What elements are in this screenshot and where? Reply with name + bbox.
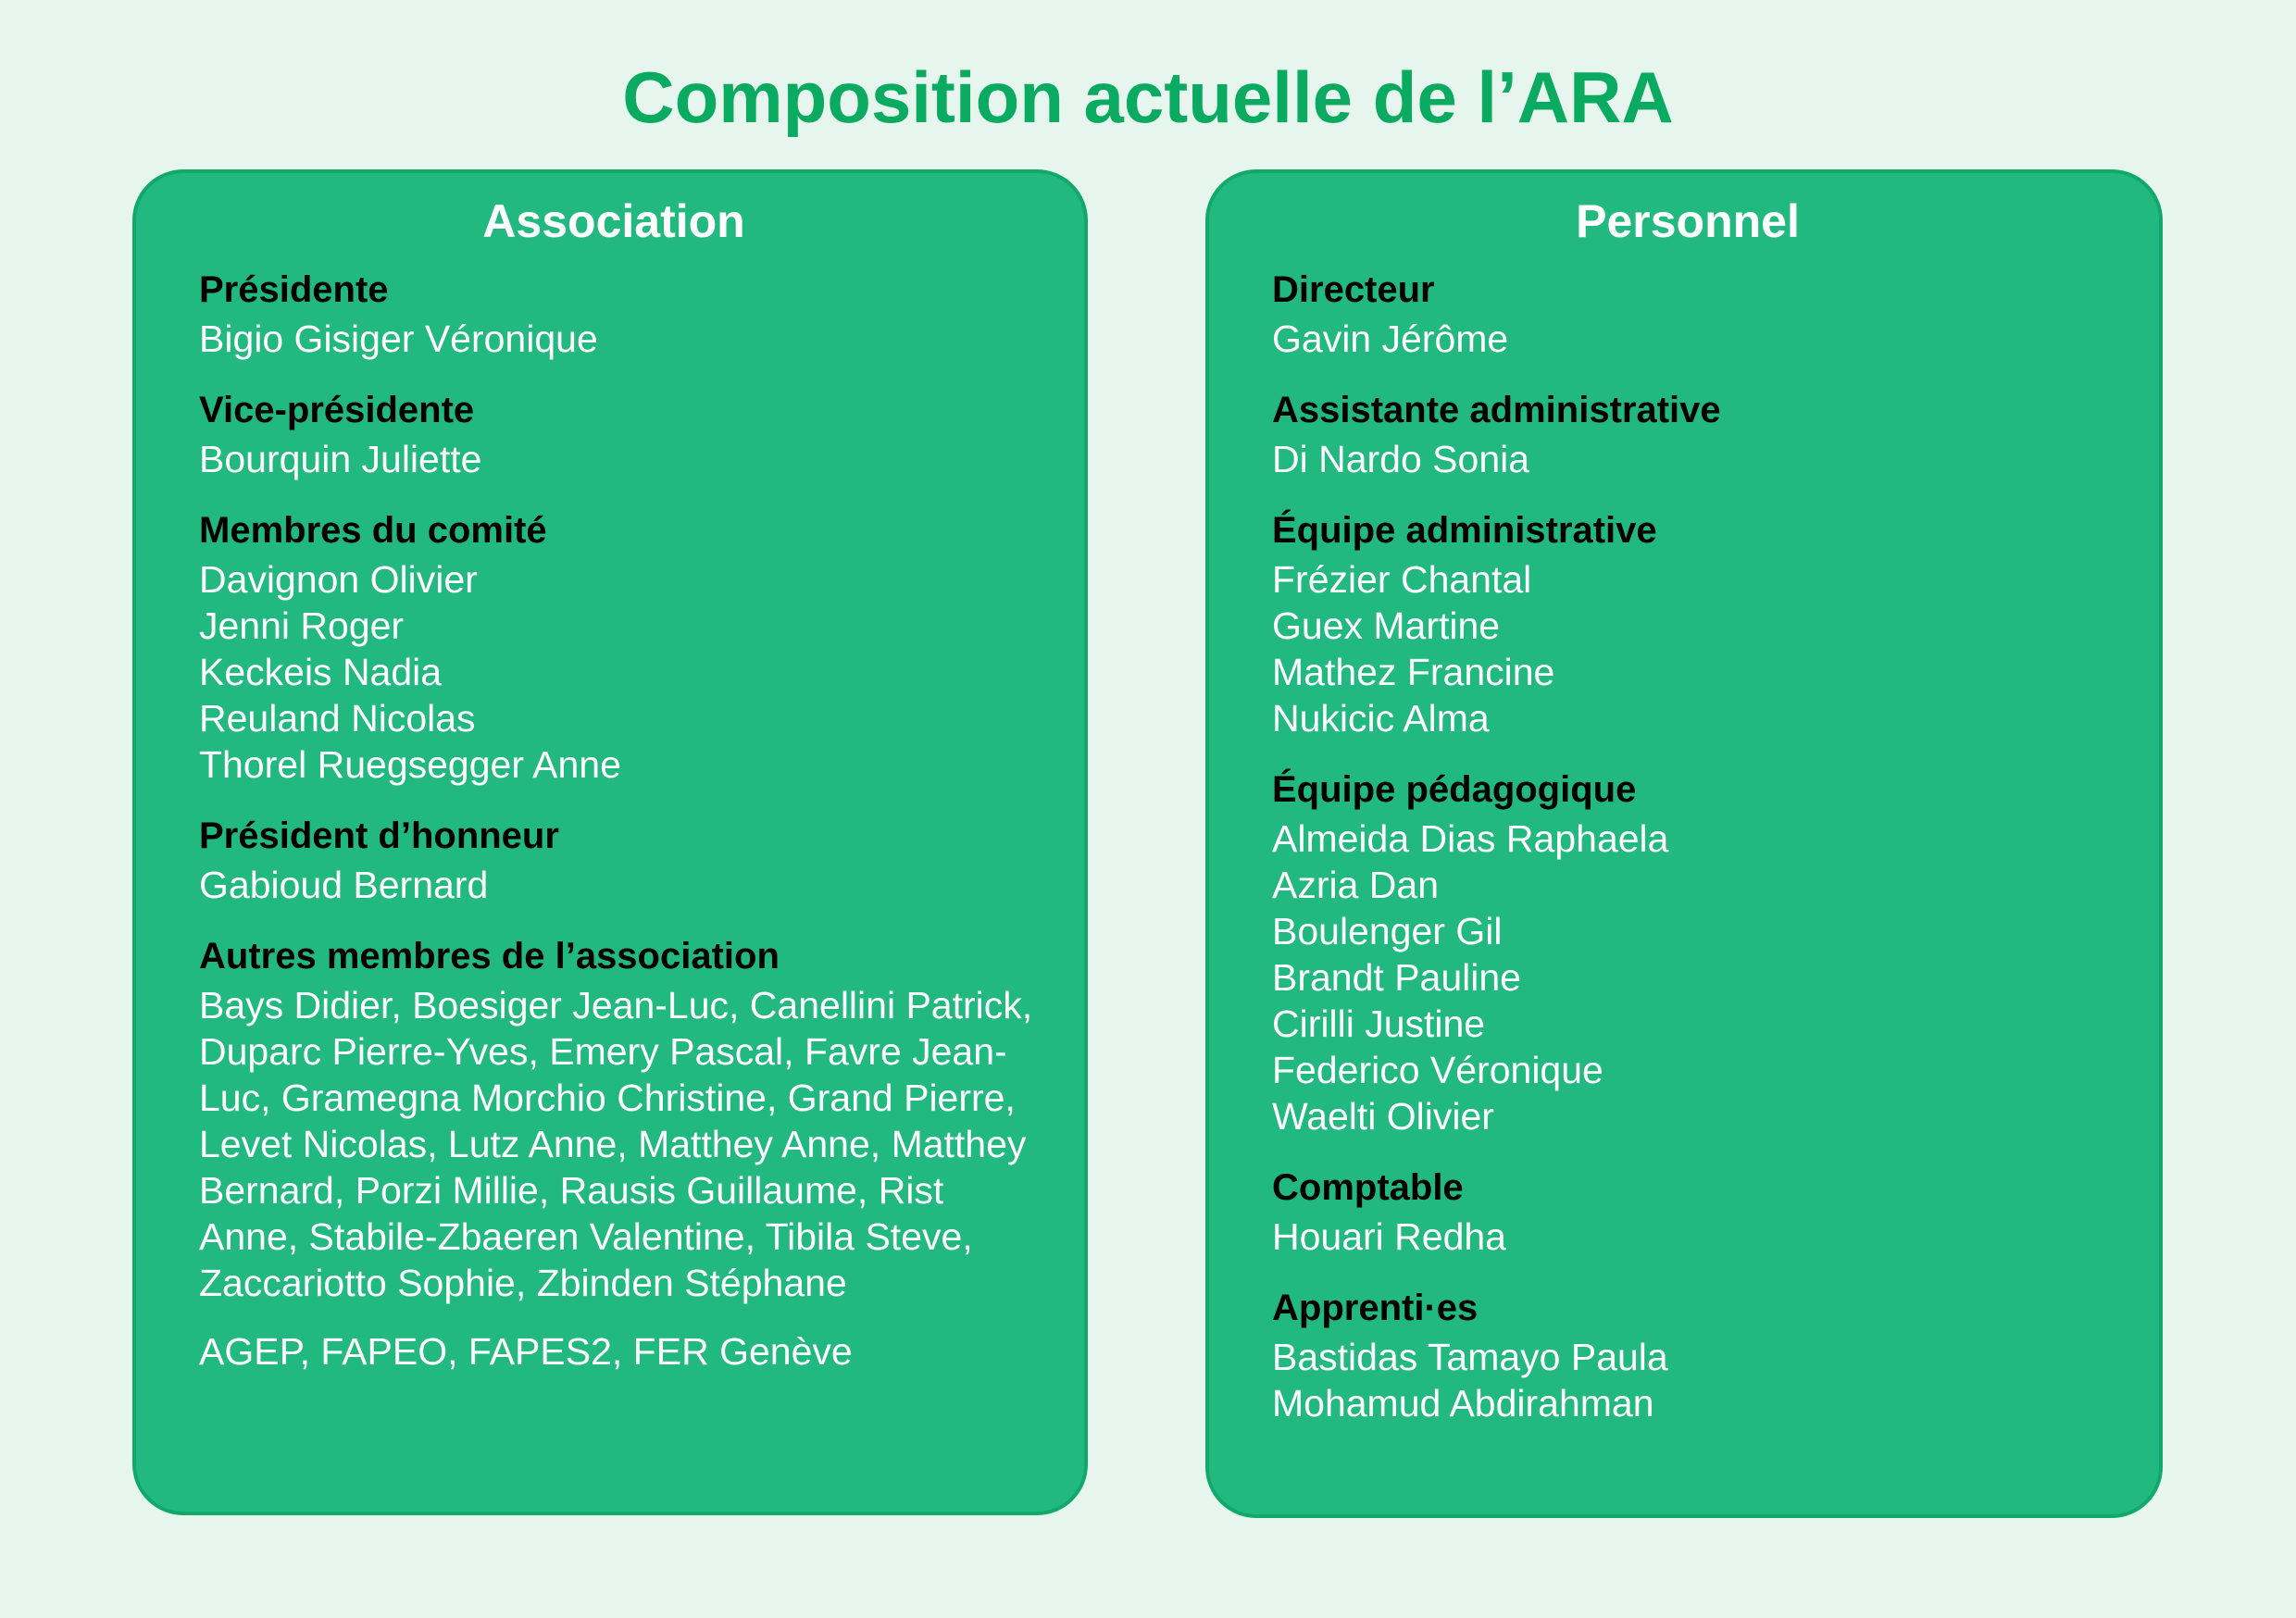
member-name: Nukicic Alma: [1272, 697, 1490, 740]
role-title: Directeur: [1272, 269, 1435, 310]
role-section: Équipe pédagogique Almeida Dias Raphaela A…: [1272, 764, 2103, 1139]
role-section: Directeur Gavin Jérôme: [1272, 264, 2103, 362]
role-section: Autres membres de l’association Bays Didi…: [199, 930, 1032, 1306]
member-name: Di Nardo Sonia: [1272, 438, 1530, 480]
member-name: Jenni Roger: [199, 604, 405, 647]
association-sections: Présidente Bigio Gisiger Véronique Vice-pr…: [199, 264, 1032, 1306]
member-name: Gabioud Bernard: [199, 864, 489, 906]
member-name: Bays Didier, Boesiger Jean-Luc, Canellin…: [199, 984, 1033, 1304]
role-title: Autres membres de l’association: [199, 936, 780, 977]
role-section: Membres du comité Davignon Olivier Jenni R…: [199, 504, 1029, 788]
role-title: Président d’honneur: [199, 815, 559, 856]
role-title: Assistante administrative: [1272, 390, 1721, 430]
association-card: Association Présidente Bigio Gisiger Véro…: [132, 169, 1088, 1515]
member-name: Waelti Olivier: [1272, 1095, 1494, 1138]
association-heading: Association: [482, 195, 745, 247]
member-name: Thorel Ruegsegger Anne: [199, 743, 621, 786]
role-section: Président d’honneur Gabioud Bernard: [199, 810, 1029, 908]
role-title: Équipe pédagogique: [1272, 769, 1637, 810]
role-title: Présidente: [199, 269, 389, 310]
member-name: Guex Martine: [1272, 604, 1501, 647]
member-name: Bastidas Tamayo Paula: [1272, 1336, 1668, 1378]
role-section: Vice-présidente Bourquin Juliette: [199, 384, 1029, 482]
role-title: Vice-présidente: [199, 390, 475, 430]
role-title: Membres du comité: [199, 510, 547, 551]
organisations: AGEP, FAPEO, FAPES2, FER Genève: [199, 1330, 853, 1373]
member-name: Mathez Francine: [1272, 651, 1555, 693]
role-title: Apprenti·es: [1272, 1288, 1479, 1328]
member-name: Brandt Pauline: [1272, 956, 1521, 999]
member-name: Keckeis Nadia: [199, 651, 443, 693]
member-name: Davignon Olivier: [199, 558, 478, 601]
member-name: Azria Dan: [1272, 864, 1440, 906]
member-name: Mohamud Abdirahman: [1272, 1382, 1654, 1425]
role-section: Présidente Bigio Gisiger Véronique: [199, 264, 1029, 362]
personnel-card: Personnel Directeur Gavin Jérôme Assistant…: [1205, 169, 2163, 1518]
member-name: Frézier Chantal: [1272, 558, 1532, 601]
role-title: Comptable: [1272, 1167, 1464, 1208]
member-name: Boulenger Gil: [1272, 910, 1503, 952]
member-name: Federico Véronique: [1272, 1049, 1603, 1091]
role-section: Comptable Houari Redha: [1272, 1162, 2103, 1260]
member-name: Bourquin Juliette: [199, 438, 482, 480]
role-section: Assistante administrative Di Nardo Sonia: [1272, 384, 2103, 482]
personnel-sections: Directeur Gavin Jérôme Assistante administ…: [1272, 264, 2103, 1426]
personnel-heading: Personnel: [1576, 195, 1800, 247]
role-section: Apprenti·es Bastidas Tamayo Paula Mohamud …: [1272, 1282, 2103, 1426]
member-name: Cirilli Justine: [1272, 1002, 1486, 1045]
member-name: Almeida Dias Raphaela: [1272, 817, 1669, 860]
member-name: Houari Redha: [1272, 1215, 1506, 1258]
page-title: Composition actuelle de l’ARA: [622, 56, 1674, 138]
role-title: Équipe administrative: [1272, 510, 1657, 551]
member-name: Gavin Jérôme: [1272, 317, 1509, 360]
role-section: Équipe administrative Frézier Chantal Guex…: [1272, 504, 2103, 741]
member-name: Reuland Nicolas: [199, 697, 476, 740]
member-name: Bigio Gisiger Véronique: [199, 317, 598, 360]
